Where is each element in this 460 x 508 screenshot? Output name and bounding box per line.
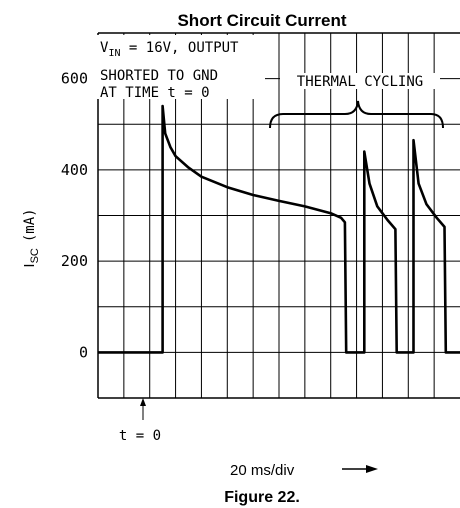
x-unit-annotation: 20 ms/div xyxy=(230,462,378,479)
y-axis-label-sub: SC xyxy=(29,248,41,263)
annotation-line-1-rest: = 16V, OUTPUT xyxy=(120,40,239,56)
t0-label: t = 0 xyxy=(119,428,161,444)
figure-caption: Figure 22. xyxy=(224,489,300,506)
t0-arrow-head xyxy=(140,398,146,406)
annotation-v-sub: IN xyxy=(108,48,120,59)
bracket-label-background xyxy=(280,73,440,89)
y-tick-label: 600 xyxy=(61,70,88,88)
y-axis-label: ISC (mA) xyxy=(21,208,41,267)
annotation-line-3: AT TIME t = 0 xyxy=(100,85,210,101)
condition-annotation: VIN = 16V, OUTPUT SHORTED TO GND AT TIME… xyxy=(97,35,265,101)
annotation-background xyxy=(97,35,265,99)
annotation-line-1: VIN = 16V, OUTPUT xyxy=(100,40,239,59)
annotation-line-2: SHORTED TO GND xyxy=(100,68,218,84)
y-tick-labels: 0 200 400 600 xyxy=(61,70,88,362)
chart-title: Short Circuit Current xyxy=(177,11,346,30)
thermal-cycling-annotation: THERMAL CYCLING xyxy=(269,73,444,129)
series-short-circuit-current xyxy=(98,104,460,354)
y-tick-label: 200 xyxy=(61,252,88,270)
y-axis-label-unit: (mA) xyxy=(22,208,38,242)
x-unit-label: 20 ms/div xyxy=(230,462,295,479)
y-axis-label-main: I xyxy=(21,263,38,267)
t0-marker: t = 0 xyxy=(119,398,161,444)
annotation-v: V xyxy=(100,40,109,56)
thermal-cycling-bracket xyxy=(269,100,444,129)
bracket-label: THERMAL CYCLING xyxy=(297,74,423,90)
y-tick-label: 400 xyxy=(61,161,88,179)
y-tick-label: 0 xyxy=(79,343,88,361)
x-arrow-head xyxy=(366,465,378,473)
